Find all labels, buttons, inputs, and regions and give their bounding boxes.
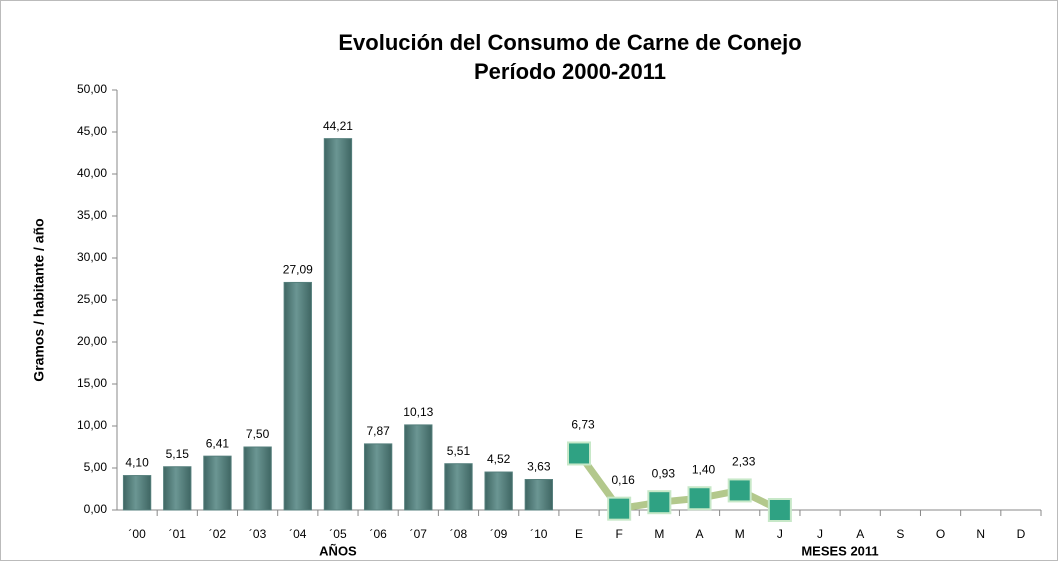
data-label: 5,15: [166, 447, 190, 461]
data-label: 4,52: [487, 452, 511, 466]
bar: [484, 471, 513, 511]
x-tick-label: ´01: [169, 527, 187, 541]
x-tick-label: F: [616, 527, 623, 541]
data-label: 0,93: [652, 466, 676, 480]
chart-subtitle: Período 2000-2011: [474, 59, 666, 84]
data-label: 5,51: [447, 444, 471, 458]
x-tick-label: S: [896, 527, 904, 541]
data-label: 3,63: [527, 460, 551, 474]
bar: [163, 466, 192, 511]
data-label: 2,33: [732, 455, 756, 469]
data-label: 6,41: [206, 436, 230, 450]
x-tick-label: E: [575, 527, 583, 541]
data-label: 1,40: [692, 462, 716, 476]
marker: [767, 498, 792, 522]
data-label: 0,16: [611, 473, 635, 487]
bar: [283, 281, 312, 511]
marker: [567, 441, 591, 466]
bar: [524, 479, 553, 511]
bar: [404, 424, 433, 511]
y-tick-label: 40,00: [77, 166, 107, 180]
y-tick-label: 30,00: [77, 250, 107, 264]
y-tick-label: 45,00: [77, 124, 107, 138]
y-tick-label: 50,00: [77, 82, 107, 96]
group-label: AÑOS: [319, 543, 357, 558]
x-tick-label: ´10: [530, 527, 548, 541]
data-label: 7,50: [246, 427, 270, 441]
y-tick-label: 5,00: [84, 460, 108, 474]
x-tick-label: N: [976, 527, 985, 541]
bar: [323, 138, 353, 511]
bar: [363, 443, 393, 511]
data-label: 6,73: [571, 418, 595, 432]
x-tick-label: ´07: [410, 527, 428, 541]
x-tick-label: A: [856, 527, 864, 541]
x-tick-label: ´06: [369, 527, 387, 541]
y-tick-label: 15,00: [77, 376, 107, 390]
y-tick-label: 20,00: [77, 334, 107, 348]
x-tick-label: ´00: [128, 527, 146, 541]
x-tick-label: J: [777, 527, 783, 541]
x-tick-label: ´04: [289, 527, 307, 541]
x-tick-label: A: [696, 527, 704, 541]
x-tick-label: ´02: [209, 527, 227, 541]
marker: [727, 478, 752, 503]
data-label: 44,21: [323, 119, 353, 133]
data-label: 4,10: [125, 456, 149, 470]
data-label: 7,87: [366, 424, 390, 438]
bar: [122, 475, 152, 511]
chart-title: Evolución del Consumo de Carne de Conejo: [338, 30, 801, 55]
y-tick-label: 25,00: [77, 292, 107, 306]
x-tick-label: ´05: [329, 527, 347, 541]
x-tick-label: D: [1017, 527, 1026, 541]
y-tick-label: 10,00: [77, 418, 107, 432]
y-tick-label: 0,00: [84, 502, 108, 516]
marker: [647, 490, 672, 515]
marker: [687, 486, 712, 511]
data-label: 10,13: [403, 405, 433, 419]
x-tick-label: M: [735, 527, 745, 541]
x-tick-label: ´09: [490, 527, 508, 541]
x-tick-label: ´03: [249, 527, 267, 541]
group-label: MESES 2011: [801, 543, 878, 558]
y-tick-label: 35,00: [77, 208, 107, 222]
y-axis-label: Gramos / habitante / año: [31, 218, 47, 381]
data-label: 27,09: [283, 263, 313, 277]
bar: [203, 455, 232, 511]
bar: [243, 446, 272, 511]
bar: [444, 463, 473, 511]
x-tick-label: J: [817, 527, 823, 541]
x-tick-label: O: [936, 527, 945, 541]
x-tick-label: M: [654, 527, 664, 541]
x-tick-label: ´08: [450, 527, 468, 541]
marker: [607, 496, 632, 521]
